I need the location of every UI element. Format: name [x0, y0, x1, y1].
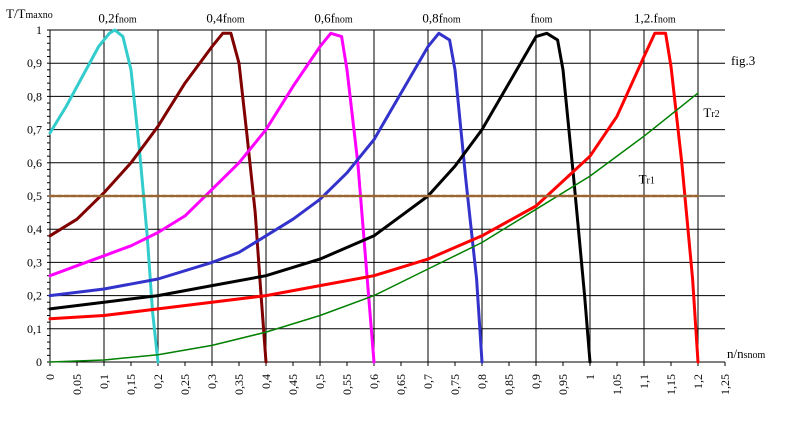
y-tick-label: 0 — [36, 355, 42, 369]
annotation-0-6fnom: 0,6fnom — [314, 10, 353, 25]
x-tick-label: 0,2 — [151, 374, 165, 389]
series-line-0-2fnom — [48, 28, 160, 364]
series-line-0-4fnom — [48, 31, 268, 364]
x-tick-label: 0,55 — [340, 374, 354, 395]
x-tick-label: 0,25 — [178, 374, 192, 395]
y-tick-label: 0,2 — [27, 289, 42, 303]
x-tick-label: 0,45 — [286, 374, 300, 395]
y-tick-label: 0,9 — [27, 56, 42, 70]
x-tick-label: 0,7 — [421, 374, 435, 389]
x-tick-label: 0,15 — [124, 374, 138, 395]
x-tick-label: 0,85 — [502, 374, 516, 395]
series-lines — [48, 28, 700, 364]
y-tick-label: 0,4 — [27, 222, 42, 236]
x-tick-label: 0 — [43, 374, 57, 380]
x-tick-label: 1,2 — [691, 374, 705, 389]
y-tick-label: 0,6 — [27, 156, 42, 170]
x-tick-label: 1,15 — [664, 374, 678, 395]
x-tick-label: 1 — [583, 374, 597, 380]
x-axis-title: n/nsnom — [727, 346, 766, 361]
y-tick-label: 0,3 — [27, 255, 42, 269]
annotation-0-2fnom: 0,2fnom — [98, 10, 137, 25]
series-line-1-2-fnom — [48, 31, 700, 364]
annotation-tr1: Tr1 — [639, 171, 655, 186]
y-tick-label: 0,8 — [27, 89, 42, 103]
x-tick-label: 0,65 — [394, 374, 408, 395]
x-tick-label: 0,95 — [556, 374, 570, 395]
annotation-1-2-fnom: 1,2.fnom — [634, 10, 676, 25]
x-tick-label: 0,35 — [232, 374, 246, 395]
annotation-0-4fnom: 0,4fnom — [206, 10, 245, 25]
annotation-tr2: Tr2 — [703, 105, 719, 120]
series-line-fnom — [48, 31, 592, 364]
annotation-0-8fnom: 0,8fnom — [422, 10, 461, 25]
y-tick-label: 0,1 — [27, 322, 42, 336]
series-line-0-8fnom — [48, 31, 484, 364]
x-tick-label: 0,6 — [367, 374, 381, 389]
x-tick-label: 1,1 — [637, 374, 651, 389]
y-axis-title: T/Tmaxno — [6, 6, 53, 21]
annotation-fnom: fnom — [530, 10, 552, 25]
y-tick-label: 0,5 — [27, 189, 42, 203]
axes: 0 0,1 0,2 0,3 0,4 0,5 0,6 0,7 0,8 0,9 1 0 0,05 0,1 0,1… — [27, 23, 732, 395]
x-tick-label: 0,75 — [448, 374, 462, 395]
x-tick-label: 0,9 — [529, 374, 543, 389]
x-tick-label: 0,05 — [70, 374, 84, 395]
y-tick-label: 0,7 — [27, 123, 42, 137]
x-tick-label: 0,1 — [97, 374, 111, 389]
x-tick-label: 1,05 — [610, 374, 624, 395]
x-tick-label: 1,25 — [718, 374, 732, 395]
x-tick-label: 0,8 — [475, 374, 489, 389]
x-tick-label: 0,3 — [205, 374, 219, 389]
x-tick-label: 0,5 — [313, 374, 327, 389]
series-line-tr2 — [49, 92, 699, 363]
x-tick-label: 0,4 — [259, 374, 273, 389]
series-line-0-6fnom — [48, 31, 376, 364]
figure-label: fig.3 — [731, 53, 755, 68]
y-tick-label: 1 — [36, 23, 42, 37]
